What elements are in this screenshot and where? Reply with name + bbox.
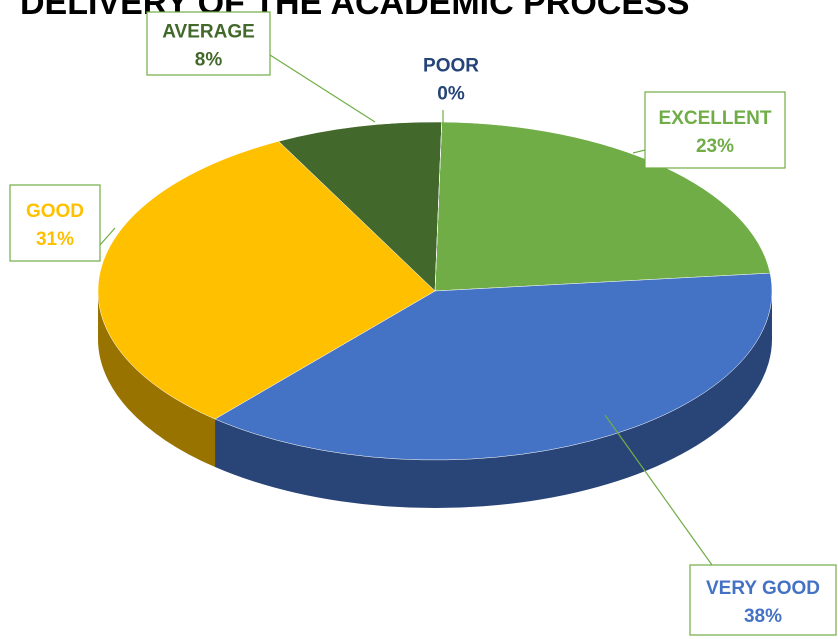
label-box (689, 564, 837, 636)
pie-slice (97, 141, 436, 420)
pie-slice (278, 121, 443, 292)
category-label: VERY GOOD (706, 578, 820, 599)
category-label: GOOD (26, 201, 84, 222)
pie-side (98, 291, 216, 468)
pie-slice (214, 272, 773, 461)
chart-title: DELIVERY OF THE ACADEMIC PROCESS (20, 0, 689, 22)
value-label: 38% (744, 606, 782, 627)
label-box (644, 91, 786, 169)
value-label: 0% (437, 84, 465, 105)
leader-line (604, 414, 713, 566)
category-label: AVERAGE (162, 22, 255, 43)
value-label: 8% (195, 50, 223, 71)
leader-line (99, 227, 116, 246)
label-box (146, 11, 271, 76)
value-label: 31% (36, 229, 74, 250)
label-box (412, 45, 490, 110)
label-box (9, 184, 101, 262)
value-label: 23% (696, 136, 734, 157)
leader-line (632, 149, 646, 154)
pie-slice (434, 122, 442, 292)
leader-line (269, 54, 376, 123)
category-label: POOR (423, 56, 479, 77)
category-label: EXCELLENT (659, 108, 772, 129)
